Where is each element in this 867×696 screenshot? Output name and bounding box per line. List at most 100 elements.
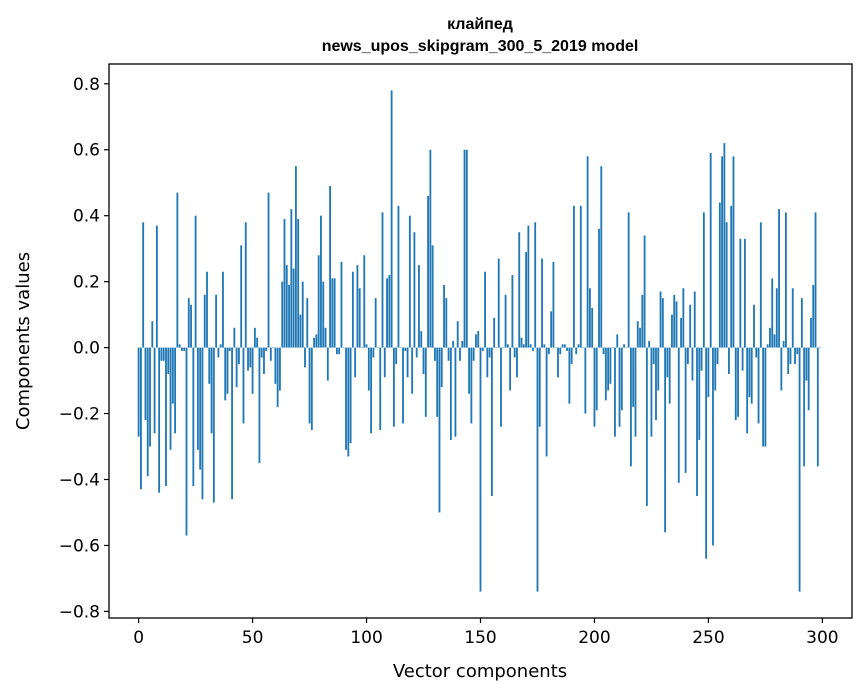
- bar: [411, 347, 414, 394]
- x-tick-label: 300: [806, 628, 838, 648]
- bar: [504, 294, 507, 348]
- bar: [757, 347, 760, 424]
- bar: [630, 347, 632, 467]
- bar: [342, 347, 345, 349]
- bar: [600, 166, 603, 348]
- bar: [279, 347, 281, 391]
- bar: [402, 347, 404, 424]
- bar: [160, 347, 163, 361]
- bar: [602, 347, 605, 355]
- bar: [721, 156, 723, 348]
- bar: [664, 347, 667, 533]
- bar: [272, 347, 275, 349]
- bar: [144, 347, 147, 421]
- bar: [513, 347, 516, 358]
- bar: [276, 347, 279, 407]
- bar: [304, 347, 306, 368]
- bar: [219, 344, 222, 348]
- bar: [598, 228, 600, 348]
- bar: [340, 261, 343, 348]
- bar: [547, 347, 550, 355]
- bar: [657, 347, 660, 391]
- bar: [794, 347, 796, 365]
- bar: [778, 209, 780, 348]
- bar: [693, 291, 696, 348]
- bar: [611, 347, 614, 349]
- bar: [374, 298, 377, 348]
- bar: [561, 344, 564, 348]
- bar: [493, 317, 496, 348]
- bar: [552, 261, 555, 348]
- bar: [787, 347, 790, 374]
- bar: [748, 347, 751, 398]
- bar: [137, 347, 140, 437]
- y-tick-label: 0.8: [73, 75, 100, 95]
- bar: [263, 347, 265, 374]
- bar: [604, 347, 607, 401]
- bar: [301, 281, 304, 348]
- bar: [310, 347, 313, 431]
- bar: [625, 347, 628, 349]
- bar: [527, 225, 530, 348]
- bar: [217, 347, 220, 358]
- bar: [737, 347, 739, 417]
- bar: [782, 341, 785, 348]
- bar: [650, 347, 653, 437]
- bar: [743, 238, 746, 348]
- bar: [226, 347, 229, 394]
- bar: [326, 347, 329, 381]
- bar: [509, 347, 512, 391]
- bar: [563, 344, 566, 348]
- bar: [484, 271, 486, 348]
- bar: [643, 235, 646, 348]
- bar: [659, 291, 662, 348]
- bar: [247, 347, 249, 371]
- bar: [609, 347, 612, 384]
- bar: [333, 278, 336, 348]
- bar: [162, 347, 165, 361]
- bar: [536, 347, 539, 592]
- bar: [413, 232, 416, 348]
- bar: [486, 347, 489, 378]
- bar: [297, 218, 300, 348]
- bar: [269, 347, 272, 361]
- bar: [420, 331, 423, 348]
- bar: [379, 347, 382, 431]
- x-axis-label: Vector components: [393, 661, 567, 682]
- y-tick-label: −0.6: [59, 536, 100, 556]
- bar: [415, 347, 418, 358]
- bar: [386, 278, 388, 348]
- bar: [452, 341, 455, 348]
- bar: [465, 149, 468, 348]
- bar: [579, 205, 582, 348]
- bar: [732, 156, 735, 348]
- bar: [224, 347, 227, 401]
- bar: [381, 212, 384, 348]
- bar: [636, 321, 639, 348]
- x-axis: 0 50 100 150 200 250 300: [133, 618, 839, 648]
- bar: [183, 347, 186, 351]
- bar: [203, 294, 206, 348]
- bar: [187, 298, 190, 348]
- bar: [538, 347, 541, 427]
- bar-series: [137, 90, 821, 592]
- y-tick-label: −0.8: [59, 602, 100, 622]
- bar: [445, 298, 448, 348]
- bar: [814, 212, 817, 348]
- y-tick-label: 0.4: [73, 207, 100, 227]
- bar: [176, 192, 179, 348]
- bar: [698, 347, 701, 440]
- bar: [408, 215, 411, 348]
- bar: [641, 294, 644, 348]
- bar: [422, 347, 425, 374]
- y-tick-label: 0.0: [73, 339, 100, 359]
- bar: [235, 347, 238, 388]
- bar: [755, 347, 758, 358]
- bar: [481, 347, 484, 351]
- bar: [436, 347, 439, 417]
- bar: [518, 232, 521, 348]
- bar: [265, 347, 268, 351]
- bar: [429, 149, 432, 348]
- bar: [475, 334, 477, 348]
